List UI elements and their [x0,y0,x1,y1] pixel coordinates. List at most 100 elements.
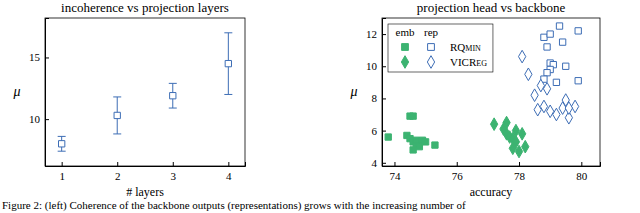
x-axis-title: # layers [126,185,164,199]
x-tick: 1 [59,162,65,182]
point [544,44,550,50]
point [547,105,554,118]
point [525,68,532,81]
series [518,50,578,124]
point [512,124,519,137]
error-bar [113,97,121,134]
x-tick-label: 4 [226,170,232,182]
point [432,142,438,148]
y-tick: 4 [372,157,387,169]
y-tick: 12 [366,28,386,40]
x-tick-label: 76 [452,170,464,182]
point [518,128,525,141]
x-tick-label: 2 [115,170,121,182]
chart-title: projection head vs backbone [417,0,566,15]
point [413,137,419,143]
x-tick-label: 78 [514,170,526,182]
y-tick: 10 [366,60,386,72]
point [518,50,525,63]
point [575,28,581,34]
chart-title: incoherence vs projection layers [61,0,229,15]
error-bar [169,83,177,108]
point [531,89,538,102]
x-tick-label: 1 [59,170,65,182]
x-axis-line [46,162,246,167]
legend-symbol [427,56,434,69]
error-bar [224,33,232,95]
point [225,60,231,66]
x-tick: 80 [576,162,588,182]
point [556,23,562,29]
legend-header: rep [424,26,439,38]
y-axis: 4 6 8 10 12 [366,19,386,169]
point [416,144,422,150]
legend-symbol [428,44,435,51]
y-tick-label: 15 [29,51,41,63]
y-tick-mark [45,57,49,58]
chart: 1 2 3 4 10 15 incoherence vs projection layers… [12,0,245,199]
point [503,116,510,129]
y-tick-label: 10 [29,113,41,125]
plot-area [58,33,233,151]
point [385,134,391,140]
y-axis-line [383,19,387,167]
point [543,82,550,95]
series [490,116,528,158]
error-bar [58,136,66,151]
y-tick-label: 10 [366,60,378,72]
y-axis-title: μ [349,84,357,99]
point [537,79,544,92]
point [534,103,541,116]
chart: 74 76 78 80 4 6 8 10 12 projection head vs backbo… [349,0,600,199]
x-tick-label: 74 [389,170,401,182]
x-tick: 76 [452,162,464,182]
plot-area [385,23,581,158]
series [58,33,233,151]
y-axis: 10 15 [29,19,49,167]
point [422,139,428,145]
point [553,79,559,85]
x-tick-mark [581,162,582,166]
x-tick-mark [519,162,520,166]
legend-label: RQmin [450,41,481,53]
x-tick-mark [173,162,174,166]
x-axis: 1 2 3 4 [46,162,246,182]
point [547,31,553,37]
x-tick: 2 [115,162,121,182]
y-tick: 8 [372,92,387,104]
y-tick: 15 [29,51,49,63]
x-tick-mark [62,162,63,166]
x-tick-label: 3 [171,170,177,182]
point [541,34,547,40]
point [571,100,578,113]
y-axis-title: μ [12,84,20,99]
y-tick-label: 12 [366,28,377,40]
legend-box [388,24,493,72]
y-tick-mark [382,163,386,164]
point [559,39,565,45]
plot-frame [45,18,245,166]
y-tick-mark [382,98,386,99]
legend-symbol [402,44,409,51]
point [522,140,529,153]
point [490,118,497,131]
plot-frame [382,18,600,166]
point [114,112,120,118]
x-tick-mark [117,162,118,166]
y-tick-mark [382,34,386,35]
y-tick: 10 [29,113,49,125]
figure: 12341015incoherence vs projection layers… [0,0,640,213]
point [410,147,416,153]
x-axis-title: accuracy [470,185,513,199]
x-axis-line [383,162,601,167]
y-tick-label: 4 [372,157,378,169]
point [170,93,176,99]
y-tick: 6 [372,125,387,137]
legend: embrepRQminVICReg [388,24,493,72]
x-tick-label: 80 [576,170,588,182]
y-tick-mark [382,66,386,67]
point [410,113,416,119]
y-tick-label: 6 [372,125,378,137]
x-tick: 3 [171,162,177,182]
point [563,63,569,69]
